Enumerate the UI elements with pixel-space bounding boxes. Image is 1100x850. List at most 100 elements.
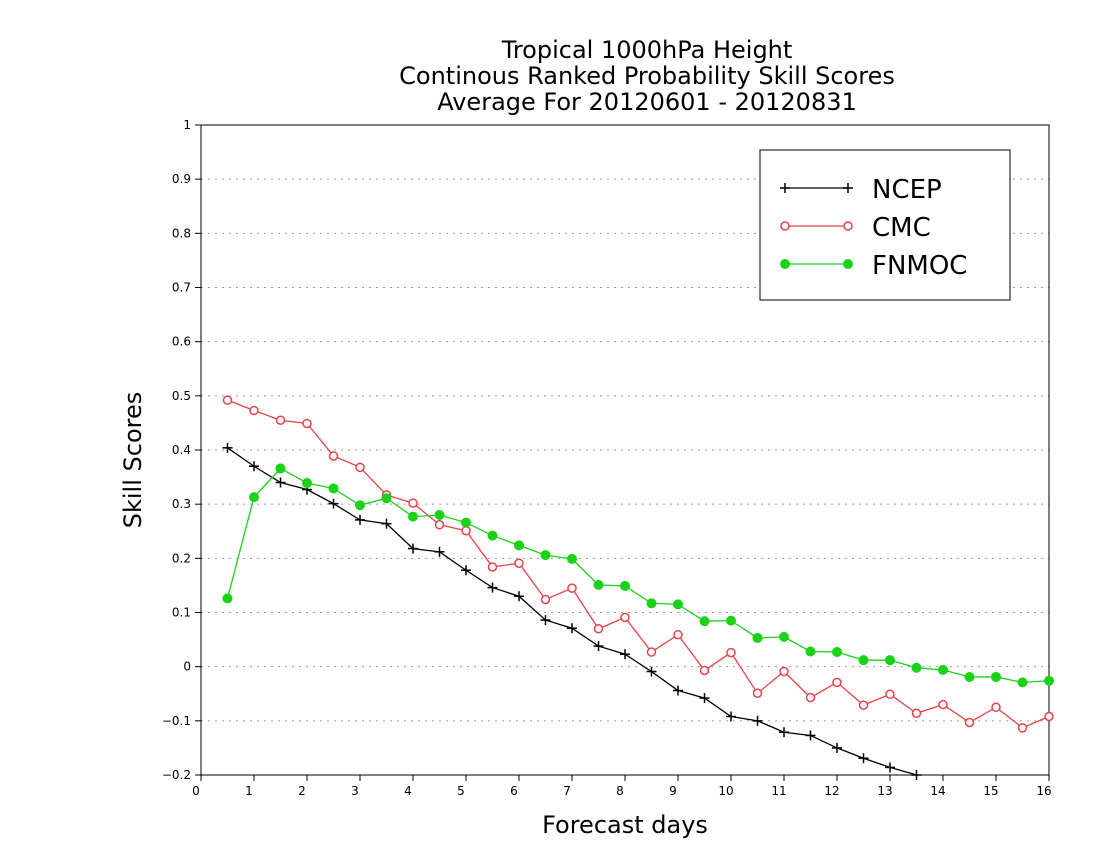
fnmoc-point: [911, 662, 922, 673]
legend-marker: [843, 221, 853, 231]
ncep-point: [752, 715, 763, 726]
y-tick-label: 0.6: [172, 335, 191, 349]
fnmoc-point: [726, 615, 736, 626]
cmc-point: [1017, 723, 1028, 733]
ncep-point: [381, 518, 392, 529]
fnmoc-point: [673, 599, 683, 610]
cmc-point: [408, 498, 418, 508]
ncep-point: [832, 742, 842, 753]
x-axis-label: Forecast days: [542, 811, 708, 839]
cmc-point: [434, 520, 445, 530]
x-tick-label: 5: [457, 784, 465, 798]
cmc-point: [858, 700, 869, 710]
legend-marker: [843, 259, 853, 269]
fnmoc-point: [328, 483, 339, 494]
x-tick-label: 2: [298, 784, 306, 798]
x-tick-label: 1: [245, 784, 253, 798]
fnmoc-point: [593, 579, 604, 590]
cmc-point: [249, 405, 259, 416]
ncep-point: [858, 753, 869, 764]
x-tick-label: 12: [824, 784, 839, 798]
y-tick-label: 0.1: [172, 606, 191, 620]
ncep-point: [540, 615, 551, 626]
title-line-3: Average For 20120601 - 20120831: [437, 88, 857, 116]
y-tick-label: 0.2: [172, 551, 191, 565]
cmc-point: [487, 562, 498, 572]
ncep-point: [673, 685, 683, 696]
fnmoc-point: [858, 655, 869, 666]
fnmoc-point: [461, 517, 471, 528]
grid: [201, 178, 1049, 722]
fnmoc-point: [964, 671, 975, 682]
cmc-point: [911, 708, 922, 718]
cmc-point: [620, 612, 630, 623]
cmc-point: [673, 629, 683, 640]
ncep-line: [227, 447, 917, 776]
legend-marker: [780, 183, 790, 193]
fnmoc-point: [620, 580, 630, 591]
fnmoc-point: [938, 664, 948, 675]
cmc-point: [885, 689, 895, 700]
ncep-point: [328, 498, 339, 509]
legend-marker: [780, 221, 790, 231]
x-tick-label: 15: [983, 784, 998, 798]
fnmoc-point: [275, 463, 286, 474]
legend-item-cmc: CMC: [780, 213, 931, 243]
ncep-point: [222, 442, 233, 453]
cmc-point: [302, 418, 312, 429]
x-tick-label: 14: [930, 784, 945, 798]
cmc-point: [964, 717, 975, 728]
fnmoc-point: [381, 493, 392, 504]
legend-marker: [780, 259, 790, 269]
cmc-point: [1044, 711, 1054, 722]
x-tick-label: 16: [1036, 784, 1051, 798]
y-tick-label: 0.4: [172, 443, 191, 457]
cmc-point: [752, 688, 763, 698]
fnmoc-point: [832, 647, 842, 658]
ncep-point: [699, 693, 710, 704]
y-tick-label: 0.8: [172, 226, 191, 240]
ncep-point: [249, 461, 259, 472]
fnmoc-point: [805, 646, 816, 657]
cmc-point: [646, 647, 657, 657]
cmc-point: [355, 462, 365, 473]
ncep-point: [434, 546, 445, 557]
legend-marker: [843, 183, 853, 193]
legend-box: [759, 149, 1011, 301]
cmc-point: [805, 692, 816, 703]
ncep-point: [275, 477, 286, 488]
x-tick-label: 3: [351, 784, 359, 798]
x-tick-label: 10: [718, 784, 733, 798]
cmc-point: [593, 624, 604, 634]
fnmoc-point: [567, 553, 577, 564]
fnmoc-point: [487, 530, 498, 541]
cmc-point: [779, 666, 789, 677]
y-tick-label: 0.3: [172, 497, 191, 511]
series-cmc: [222, 395, 1054, 733]
fnmoc-point: [302, 478, 312, 489]
ncep-point: [779, 727, 789, 738]
x-tick-label: 9: [669, 784, 677, 798]
fnmoc-line: [226, 467, 1050, 684]
fnmoc-point: [991, 671, 1001, 682]
ncep-point: [567, 623, 577, 634]
ncep-point: [593, 641, 604, 652]
title-line-2: Continous Ranked Probability Skill Score…: [399, 62, 895, 90]
cmc-point: [461, 525, 471, 536]
ncep-point: [355, 514, 365, 525]
fnmoc-point: [408, 511, 418, 522]
fnmoc-point: [540, 550, 551, 561]
legend-label-cmc: CMC: [872, 213, 931, 243]
title-line-1: Tropical 1000hPa Height: [501, 36, 793, 64]
x-tick-label: 6: [510, 784, 518, 798]
cmc-point: [567, 583, 577, 593]
ncep-point: [885, 762, 895, 773]
y-axis: −0.2 −0.1 0 0.1 0.2 0.3 0.4 0.5 0.6 0.7 0.8 0.9 1: [162, 118, 201, 782]
x-tick-label: 0: [192, 784, 200, 798]
fnmoc-point: [355, 500, 365, 511]
y-tick-label: 0.7: [172, 281, 191, 295]
ncep-point: [805, 730, 816, 741]
ncep-point: [408, 543, 418, 554]
y-tick-label: 1: [183, 118, 191, 132]
